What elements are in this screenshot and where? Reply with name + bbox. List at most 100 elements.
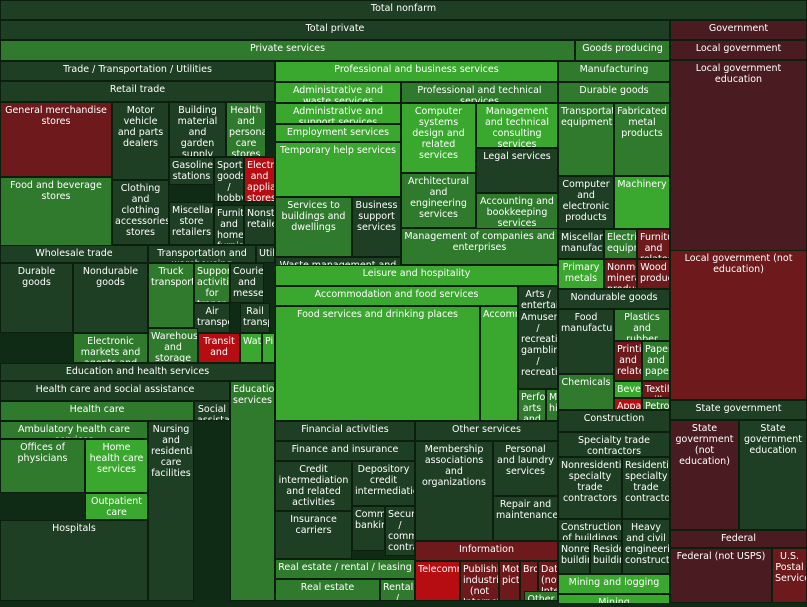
treemap-cell-label: Furniture and related: [640, 232, 669, 258]
treemap-cell: Machinery: [614, 176, 670, 229]
treemap-cell: Warehousing and storage: [148, 328, 198, 363]
treemap-cell-label: Nonstore retailers: [247, 208, 275, 230]
treemap-cell: Nonstore retailers: [244, 205, 275, 245]
treemap-cell: Outpatient care centers: [85, 493, 148, 520]
treemap-cell-label: Services to buildings and dwellings: [281, 200, 346, 233]
treemap-cell: Rail transportation: [240, 303, 270, 333]
treemap-cell-label: Paper and paper: [645, 344, 670, 377]
treemap-cell: Services to buildings and dwellings: [275, 197, 352, 257]
treemap-cell-label: Educational services: [233, 384, 275, 406]
treemap-cell: Miscellaneous store retailers: [169, 202, 214, 245]
treemap-cell: Real estate: [275, 579, 380, 601]
treemap-cell: Utilities: [256, 245, 275, 263]
treemap-cell: General merchandise stores: [0, 102, 112, 177]
treemap-cell-label: Management of companies and enterprises: [404, 231, 555, 253]
treemap-cell: Personal and laundry services: [493, 441, 558, 496]
treemap-cell-label: Waste management and: [280, 260, 397, 268]
treemap-cell: Wood products: [637, 259, 670, 289]
treemap-cell: Motion picture: [499, 561, 520, 601]
treemap-cell-label: Repair and maintenance: [496, 499, 558, 521]
treemap-cell: Furniture and related: [637, 229, 670, 259]
treemap-cell: Building material and garden supply stor…: [169, 102, 226, 157]
treemap-cell: Residential buildings: [590, 541, 622, 574]
treemap-cell-label: Hospitals: [52, 523, 96, 534]
treemap-cell-label: State government: [695, 403, 782, 414]
treemap-cell: Trade / Transportation / Utilities: [0, 61, 275, 81]
treemap-cell-label: Clothing and clothing accessories stores: [115, 183, 169, 238]
treemap-cell: Transit and: [198, 333, 240, 363]
treemap-cell-label: Electronic markets and agents and broker…: [80, 336, 141, 362]
treemap-cell: Architectural and engineering services: [401, 173, 476, 228]
treemap-cell-label: Retail trade: [109, 84, 166, 95]
treemap-cell: Information: [415, 541, 558, 561]
treemap-cell: Apparel: [614, 398, 642, 410]
treemap-cell-label: Real estate / rental / leasing: [278, 562, 412, 573]
treemap-cell: Manufacturing: [558, 61, 670, 82]
treemap-cell-label: Computer systems design and related serv…: [412, 106, 465, 161]
treemap-cell-label: General merchandise stores: [5, 105, 107, 127]
treemap-cell-label: U.S. Postal Service: [775, 551, 807, 584]
treemap-cell-label: Other services: [452, 424, 521, 435]
treemap-cell: Computer and electronic products: [558, 176, 614, 229]
treemap-cell-label: Wholesale trade: [35, 248, 113, 259]
treemap-cell-label: Heavy and civil engineering construction: [625, 522, 670, 566]
treemap-cell-label: Education and health services: [65, 366, 210, 377]
treemap-cell: Residential specialty trade contractors: [622, 457, 670, 519]
treemap-cell: U.S. Postal Service: [772, 548, 807, 603]
treemap-cell-label: Mining and logging: [568, 577, 660, 588]
treemap-cell: Pipeline: [262, 333, 275, 363]
treemap-cell: Education and health services: [0, 363, 275, 381]
treemap-cell-label: Private services: [249, 43, 326, 54]
treemap-cell: Finance and insurance: [275, 441, 415, 461]
treemap-cell-label: Printing and related: [617, 344, 642, 377]
treemap-cell: Clothing and clothing accessories stores: [112, 180, 169, 245]
treemap-cell-label: Accommodation: [483, 309, 517, 320]
treemap-cell: Temporary help services: [275, 142, 401, 197]
treemap-cell-label: Management and technical consulting serv…: [484, 106, 550, 148]
treemap-cell: Ambulatory health care services: [0, 421, 148, 439]
treemap-cell: Educational services: [230, 381, 275, 601]
treemap-cell: Truck transportation: [148, 263, 194, 328]
treemap-cell: Professional and technical services: [401, 82, 558, 103]
treemap-cell-label: State government education: [744, 423, 802, 456]
treemap-cell-label: Membership associations and organization…: [421, 444, 487, 488]
treemap-cell: Transportation equipment: [558, 103, 614, 176]
treemap-cell: State government (not education): [670, 420, 739, 530]
treemap-cell: Publishing industries (not Internet): [460, 561, 499, 601]
treemap-cell: Electronic markets and agents and broker…: [73, 333, 148, 363]
treemap-cell: Health and personal care stores: [226, 102, 266, 157]
treemap-cell-label: Local government: [695, 43, 782, 54]
treemap-cell: Museums his: [546, 389, 558, 421]
treemap-cell-label: Nondurable goods: [570, 292, 658, 303]
treemap-cell: Sporting goods / hobby: [214, 157, 244, 202]
treemap-cell-label: Total private: [305, 23, 365, 34]
treemap-cell-label: Local government education: [695, 63, 782, 85]
treemap-cell-label: Transportation equipment: [561, 106, 613, 128]
treemap-cell: Financial activities: [275, 421, 415, 441]
treemap-cell: Motor vehicle and parts dealers: [112, 102, 169, 180]
treemap-cell-label: Building material and garden supply stor…: [177, 105, 218, 157]
treemap-cell: Private services: [0, 40, 575, 61]
treemap-cell: Hospitals: [0, 520, 148, 601]
treemap-cell-label: Electronics and appliance stores: [247, 160, 275, 202]
treemap-cell: Employment services: [275, 124, 401, 142]
treemap-cell: Plastics and rubber products: [614, 309, 670, 341]
treemap-cell-label: Health care and social assistance: [35, 384, 195, 395]
treemap-cell-label: Personal and laundry services: [497, 444, 554, 477]
treemap-cell: Construction: [558, 410, 670, 432]
treemap-cell-label: Business support services: [355, 200, 398, 233]
treemap-cell-label: Publishing industries (not Internet): [463, 564, 499, 600]
treemap-cell-label: Motor vehicle and parts dealers: [117, 105, 164, 149]
treemap-cell: Administrative and support services: [275, 103, 401, 124]
treemap-cell: State government: [670, 400, 807, 420]
treemap-cell: Paper and paper: [642, 341, 670, 381]
treemap-cell-label: Construction: [583, 413, 645, 424]
treemap-cell: Nonresidential buildings: [558, 541, 590, 574]
treemap-cell-label: Rental / leasing: [383, 582, 414, 601]
treemap-cell: Business support services: [352, 197, 401, 257]
treemap-cell-label: Total nonfarm: [370, 3, 437, 14]
treemap-cell: Nonmetallic mineral products: [604, 259, 637, 289]
treemap-cell: Textile mills: [642, 381, 670, 398]
treemap-cell: Performing arts and: [518, 389, 546, 421]
treemap-cell-label: Accommodation and food services: [314, 289, 479, 300]
